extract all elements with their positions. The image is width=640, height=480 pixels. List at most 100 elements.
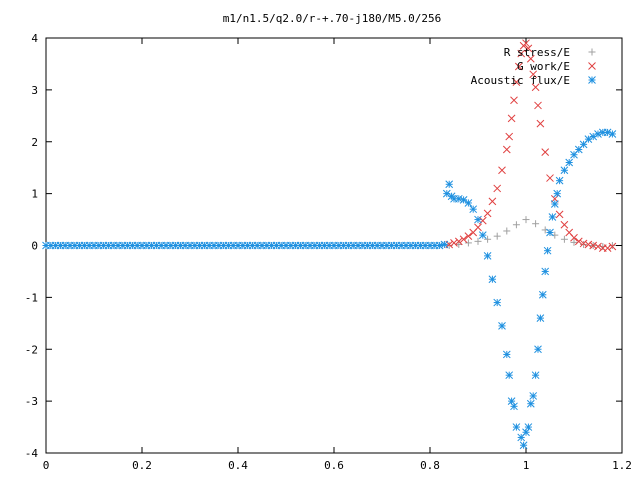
legend-label: R stress/E bbox=[504, 46, 570, 59]
data-point bbox=[524, 44, 533, 53]
data-point bbox=[464, 232, 473, 241]
data-point bbox=[493, 298, 502, 307]
data-point bbox=[541, 148, 550, 156]
data-point bbox=[505, 371, 514, 380]
data-point bbox=[531, 83, 540, 92]
legend-marker bbox=[588, 76, 596, 84]
data-point bbox=[505, 132, 514, 141]
x-axis: 0 0.2 0.4 0.6 0.8 1 1.2 bbox=[43, 38, 632, 472]
data-point bbox=[524, 423, 533, 431]
data-point bbox=[550, 200, 559, 208]
data-point bbox=[546, 228, 554, 237]
data-point bbox=[608, 130, 617, 138]
data-point bbox=[474, 237, 482, 245]
data-point bbox=[469, 205, 478, 214]
data-point bbox=[474, 223, 482, 232]
x-tick-label: 0.8 bbox=[420, 459, 440, 472]
data-point bbox=[553, 189, 562, 198]
data-point bbox=[529, 392, 538, 400]
data-point bbox=[570, 233, 578, 242]
data-point bbox=[538, 290, 547, 299]
data-point bbox=[514, 62, 523, 71]
data-point bbox=[488, 197, 497, 206]
data-point bbox=[464, 239, 472, 247]
y-tick-label: -4 bbox=[25, 447, 39, 460]
data-point bbox=[498, 322, 506, 330]
data-point bbox=[531, 371, 540, 380]
data-point bbox=[543, 246, 552, 255]
y-tick-label: 1 bbox=[31, 188, 38, 201]
x-tick-label: 1.2 bbox=[612, 459, 632, 472]
data-point bbox=[548, 213, 557, 221]
data-point bbox=[510, 402, 518, 411]
data-point bbox=[536, 314, 545, 322]
data-point bbox=[532, 220, 540, 228]
x-tick-label: 0.6 bbox=[324, 459, 344, 472]
data-point bbox=[519, 441, 528, 450]
data-point bbox=[522, 39, 530, 48]
data-point bbox=[478, 231, 487, 239]
y-axis: -4 -3 -2 -1 0 1 2 3 4 bbox=[25, 32, 622, 460]
data-point bbox=[455, 240, 463, 248]
data-point bbox=[502, 350, 511, 359]
y-tick-label: -2 bbox=[25, 343, 38, 356]
data-point bbox=[565, 158, 574, 167]
data-point bbox=[445, 180, 454, 189]
x-tick-label: 0.4 bbox=[228, 459, 248, 472]
data-point bbox=[529, 70, 538, 79]
data-point bbox=[507, 114, 516, 123]
data-point bbox=[450, 239, 458, 247]
x-tick-label: 0 bbox=[43, 459, 50, 472]
data-point bbox=[510, 96, 518, 105]
data-point bbox=[594, 130, 602, 138]
data-point bbox=[526, 399, 535, 408]
data-point bbox=[459, 195, 468, 204]
data-point bbox=[464, 199, 473, 207]
y-tick-label: 2 bbox=[31, 136, 38, 149]
data-point bbox=[483, 209, 492, 218]
y-tick-label: -3 bbox=[25, 395, 38, 408]
data-point bbox=[534, 101, 542, 110]
data-point bbox=[534, 345, 542, 354]
y-tick-label: 0 bbox=[31, 240, 38, 253]
data-point bbox=[589, 241, 598, 250]
data-point bbox=[560, 220, 569, 229]
data-point bbox=[599, 243, 607, 251]
y-tick-label: -1 bbox=[25, 291, 38, 304]
legend-marker bbox=[588, 48, 596, 56]
data-point bbox=[526, 54, 535, 63]
data-point bbox=[483, 252, 492, 260]
series-acoustic-flux-e bbox=[42, 128, 617, 450]
data-point bbox=[440, 240, 449, 249]
data-point bbox=[603, 128, 612, 137]
data-point bbox=[498, 166, 506, 175]
data-point bbox=[502, 145, 511, 154]
y-tick-label: 4 bbox=[31, 32, 38, 45]
legend-label: G work/E bbox=[517, 60, 570, 73]
data-point bbox=[493, 232, 501, 240]
data-point bbox=[474, 215, 482, 224]
data-point bbox=[570, 238, 578, 246]
data-point bbox=[555, 176, 564, 185]
data-point bbox=[560, 235, 568, 243]
chart-title: m1/n1.5/q2.0/r-+.70-j180/M5.0/256 bbox=[223, 12, 442, 25]
series-r-stress-e bbox=[445, 216, 616, 251]
data-point bbox=[478, 216, 487, 225]
data-point bbox=[517, 49, 526, 58]
data-point bbox=[560, 166, 569, 175]
data-point bbox=[454, 237, 463, 246]
data-point bbox=[512, 78, 521, 86]
data-point bbox=[574, 237, 583, 246]
data-point bbox=[579, 239, 588, 248]
data-point bbox=[512, 423, 521, 431]
data-point bbox=[435, 241, 444, 250]
legend-marker bbox=[588, 62, 596, 70]
data-point bbox=[594, 242, 602, 251]
x-tick-label: 0.2 bbox=[132, 459, 152, 472]
data-point bbox=[459, 235, 468, 244]
series-g-work-e bbox=[445, 39, 617, 252]
data-point bbox=[608, 242, 617, 251]
